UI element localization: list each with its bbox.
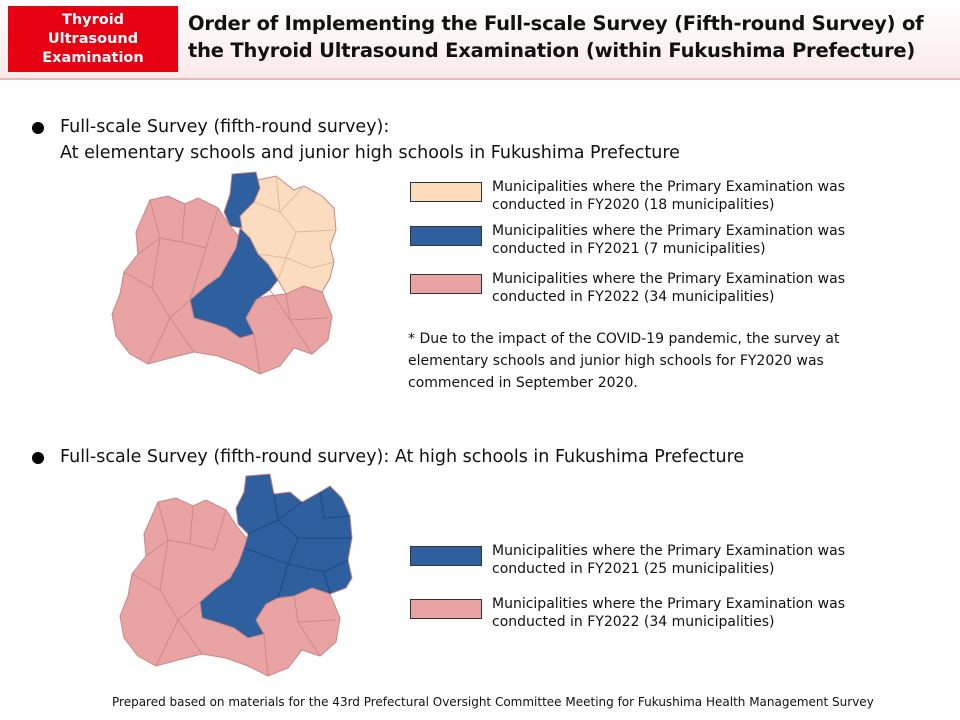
map1-region-fy2021-central xyxy=(189,226,279,339)
section1-heading-line1: Full-scale Survey (fifth-round survey): xyxy=(60,117,390,137)
fukushima-map-elementary xyxy=(111,171,337,375)
legend-label: Municipalities where the Primary Examina… xyxy=(492,543,845,577)
legend-item-fy2022-high: Municipalities where the Primary Examina… xyxy=(410,595,892,631)
legend-swatch-fy2022 xyxy=(410,274,482,294)
map2-region-fy2021-north-east xyxy=(199,473,353,639)
section1-heading-line2: At elementary schools and junior high sc… xyxy=(60,143,680,163)
source-footnote: Prepared based on materials for the 43rd… xyxy=(112,695,874,709)
header-divider xyxy=(0,78,960,80)
section2-heading-text: Full-scale Survey (fifth-round survey): … xyxy=(60,447,745,467)
legend-item-fy2021-high: Municipalities where the Primary Examina… xyxy=(410,542,892,578)
legend-swatch-fy2022 xyxy=(410,599,482,619)
legend-swatch-fy2021 xyxy=(410,546,482,566)
map2-boundaries-blue xyxy=(243,491,352,599)
legend-label: Municipalities where the Primary Examina… xyxy=(492,179,845,213)
map2-boundaries xyxy=(131,501,337,677)
tag-line-3: Examination xyxy=(42,49,144,66)
legend-label: Municipalities where the Primary Examina… xyxy=(492,596,845,630)
fukushima-map-high-school xyxy=(119,473,353,677)
page-title: Order of Implementing the Full-scale Sur… xyxy=(188,12,924,62)
legend-item-fy2022-primary: Municipalities where the Primary Examina… xyxy=(410,270,892,306)
covid-note: * Due to the impact of the COVID-19 pand… xyxy=(408,331,840,391)
legend-swatch-fy2020 xyxy=(410,182,482,202)
tag-line-2: Ultrasound xyxy=(47,30,139,47)
section1-heading: Full-scale Survey (fifth-round survey): … xyxy=(32,114,680,166)
legend-swatch-fy2021 xyxy=(410,226,482,246)
section-tag: Thyroid Ultrasound Examination xyxy=(8,6,178,72)
map1-boundaries xyxy=(123,199,329,375)
legend-item-fy2020-primary: Municipalities where the Primary Examina… xyxy=(410,178,892,214)
tag-line-1: Thyroid xyxy=(61,11,125,28)
bullet-dot-icon xyxy=(32,122,44,134)
map1-boundaries-north xyxy=(253,175,335,281)
legend-item-fy2021-primary: Municipalities where the Primary Examina… xyxy=(410,222,892,258)
section2-heading: Full-scale Survey (fifth-round survey): … xyxy=(32,444,745,470)
map1-region-fy2021-north xyxy=(223,171,261,229)
legend-label: Municipalities where the Primary Examina… xyxy=(492,223,845,257)
legend-label: Municipalities where the Primary Examina… xyxy=(492,271,845,305)
bullet-dot-icon xyxy=(32,452,44,464)
